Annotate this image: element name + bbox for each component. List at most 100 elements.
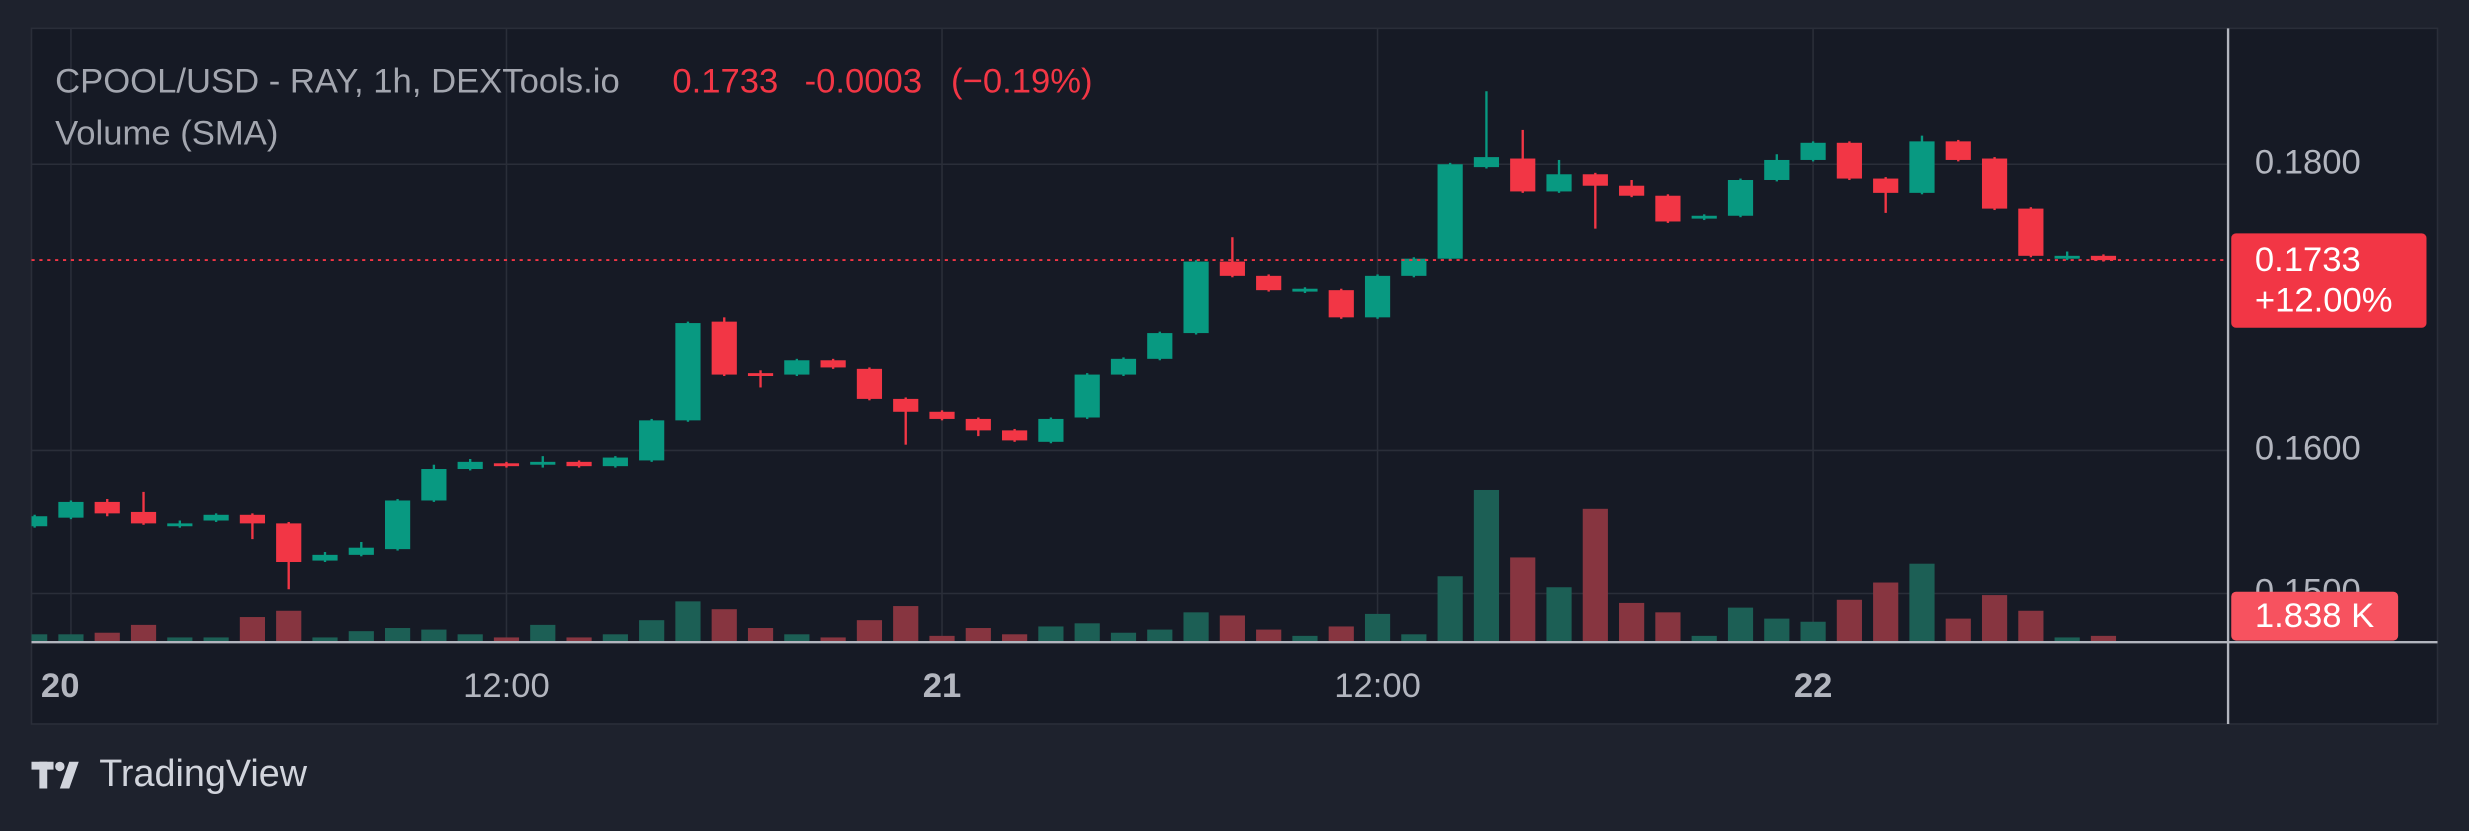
candle-body (31, 516, 48, 527)
candle-body (94, 501, 120, 514)
last-price: 0.1733 (672, 63, 778, 101)
candle-body (1873, 178, 1899, 193)
y-tick-label: 0.1600 (2255, 430, 2361, 468)
volume-bar (1691, 635, 1717, 643)
candle-body (1401, 258, 1427, 276)
volume-bar (1183, 612, 1209, 643)
volume-bar (1582, 508, 1608, 643)
candle-body (1655, 195, 1681, 222)
volume-bar (675, 601, 701, 643)
volume-bar (1292, 635, 1318, 643)
brand: TradingView (99, 753, 308, 795)
volume-bar (130, 624, 157, 643)
candle-body (1110, 358, 1137, 375)
candle-body (530, 461, 556, 465)
volume-bar (1619, 602, 1645, 643)
volume-bar (893, 606, 919, 643)
volume-bar (421, 629, 447, 643)
volume-bar (1364, 613, 1391, 643)
volume-bar (2090, 635, 2117, 643)
volume-bar (31, 634, 48, 643)
volume-bar (1836, 599, 1862, 643)
candle-body (1437, 164, 1463, 259)
candle-body (1691, 215, 1717, 219)
volume-bar (1510, 557, 1536, 643)
candle-body (1546, 174, 1572, 192)
volume-bar (1074, 623, 1100, 643)
candle-body (1800, 142, 1826, 160)
volume-bar (1002, 634, 1028, 643)
x-tick-label: 22 (1794, 667, 1833, 705)
candle-body (1473, 157, 1500, 168)
volume-bar (1727, 607, 1754, 643)
candle-body (965, 418, 991, 431)
candle-body (312, 554, 338, 561)
volume-bar (1945, 618, 1971, 643)
candle-body (421, 469, 447, 501)
volume-bar (2018, 610, 2044, 643)
volume-bar (348, 631, 374, 643)
candle-body (58, 501, 84, 518)
candle-body (1981, 158, 2008, 209)
volume-bar (312, 637, 338, 643)
volume-bar (276, 610, 302, 643)
volume-bar (1401, 634, 1427, 643)
candle-body (784, 360, 810, 375)
candle-body (1038, 418, 1064, 442)
candle-body (747, 373, 774, 377)
candle-body (711, 321, 737, 375)
volume-bar (747, 628, 774, 643)
x-tick-label: 21 (923, 667, 962, 705)
candle-body (820, 360, 846, 368)
volume-bar (711, 609, 737, 643)
candle-body (1619, 185, 1645, 196)
price-tag-value: 0.1733 (2255, 241, 2361, 279)
candle-body (1727, 179, 1754, 216)
candle-body (493, 463, 520, 467)
volume-bar (2054, 637, 2080, 643)
candle-body (457, 461, 483, 470)
candle-body (1945, 141, 1971, 160)
candle-body (2054, 255, 2080, 259)
candle-layer (31, 91, 2117, 590)
candle-body (167, 523, 193, 527)
volume-bar (1147, 629, 1173, 643)
volume-bar (167, 637, 193, 643)
volume-bar (1038, 626, 1064, 643)
candle-body (2090, 255, 2117, 261)
chart-title: CPOOL/USD - RAY, 1h, DEXTools.io (55, 63, 620, 101)
candle-body (1510, 158, 1536, 192)
volume-bar (58, 634, 84, 643)
candle-body (384, 500, 411, 550)
price-change: -0.0003 (805, 63, 922, 101)
candle-body (1836, 142, 1862, 179)
volume-bar (384, 628, 411, 643)
candle-body (1256, 275, 1282, 291)
volume-tag-value: 1.838 K (2255, 597, 2374, 635)
candle-body (1074, 374, 1100, 418)
x-tick-label: 12:00 (1334, 667, 1421, 705)
candle-body (1764, 159, 1790, 180)
volume-bar (94, 632, 120, 643)
volume-bar (820, 637, 846, 643)
candle-body (1292, 288, 1318, 292)
candle-body (2018, 208, 2044, 256)
candle-body (1364, 275, 1391, 318)
candle-body (893, 398, 919, 412)
price-change-pct: (−0.19%) (951, 63, 1093, 101)
volume-bar (1873, 582, 1899, 643)
volume-bar (1110, 632, 1137, 643)
candle-body (856, 368, 883, 399)
volume-bar (856, 620, 883, 643)
candle-body (1147, 333, 1173, 359)
candle-body (602, 457, 628, 467)
price-tag-change: +12.00% (2255, 282, 2393, 320)
volume-bar (1328, 626, 1354, 643)
volume-bar (784, 634, 810, 643)
volume-bar (965, 628, 991, 643)
volume-bar (1546, 587, 1572, 643)
candle-body (203, 514, 229, 521)
volume-bar (566, 637, 592, 643)
